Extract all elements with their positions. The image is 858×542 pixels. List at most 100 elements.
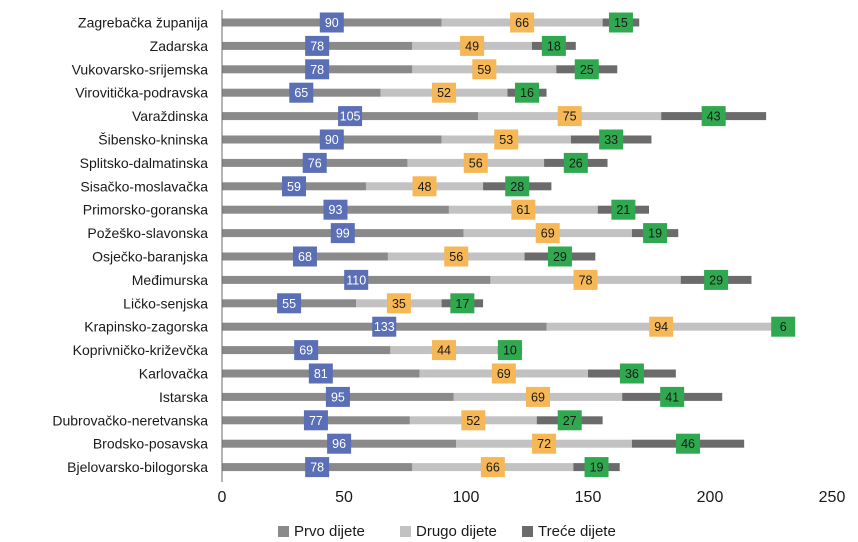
category-label: Sisačko-moslavačka [80,178,208,194]
data-label: 46 [681,437,695,451]
category-label: Dubrovačko-neretvanska [52,412,208,428]
x-tick-label: 0 [218,489,227,506]
data-label-box [305,35,330,56]
category-label: Međimurska [132,272,208,288]
data-label: 66 [515,16,529,30]
data-label: 17 [455,297,469,311]
bars: 90 66 15 78 49 18 78 59 25 65 52 16 105 75 43 90 53 33 76 5… [222,12,796,478]
category-label: Osječko-baranjska [92,249,208,265]
data-label-box [281,176,306,197]
data-label: 29 [709,273,723,287]
legend-swatch [522,526,533,537]
data-label: 35 [392,297,406,311]
data-label: 78 [310,63,324,77]
category-label: Šibensko-kninska [98,132,208,148]
data-label: 94 [654,320,668,334]
data-label-box [461,410,486,431]
data-label: 78 [579,273,593,287]
data-label: 78 [310,461,324,475]
data-label-box [599,129,624,150]
x-tick-label: 50 [335,489,353,506]
data-label-box [541,35,566,56]
data-label: 26 [569,156,583,170]
data-label: 59 [477,63,491,77]
legend-swatch [278,526,289,537]
category-label: Ličko-senjska [123,295,208,311]
data-label: 44 [437,344,451,358]
data-label: 77 [309,414,323,428]
data-label: 55 [282,297,296,311]
data-label: 48 [418,180,432,194]
category-label: Krapinsko-zagorska [84,319,208,335]
legend: Prvo dijete Drugo dijete Treće dijete [278,523,616,540]
data-label: 19 [590,461,604,475]
data-label-box [515,82,539,103]
data-label: 76 [308,156,322,170]
x-tick-label: 100 [453,489,480,506]
data-label: 59 [287,180,301,194]
data-label: 90 [325,16,339,30]
data-label: 65 [294,86,308,100]
data-label-box [303,410,328,431]
data-label-box [302,152,327,173]
data-label-box [535,223,560,244]
data-label: 61 [516,203,530,217]
data-label: 10 [503,344,517,358]
data-label: 110 [346,273,366,287]
data-label: 68 [298,250,312,264]
data-label-box [372,316,397,337]
data-label-box [330,223,355,244]
category-label: Vukovarsko-srijemska [72,61,209,77]
data-label-box [386,293,411,314]
data-label-box [704,269,729,290]
data-label-box [325,386,350,407]
data-label-box [305,59,330,80]
data-label-box [573,269,598,290]
category-label: Istarska [159,389,208,405]
data-label: 95 [331,390,345,404]
data-label-box [472,59,497,80]
data-label: 69 [531,390,545,404]
data-label-box [511,199,536,220]
data-label-box [277,293,302,314]
x-tick-label: 150 [575,489,602,506]
data-label-box [525,386,550,407]
data-label-box [557,410,582,431]
data-label: 29 [553,250,567,264]
data-label: 52 [466,414,480,428]
data-label: 41 [665,390,679,404]
data-label: 75 [563,110,577,124]
data-label: 53 [499,133,513,147]
data-label: 49 [465,39,479,53]
data-label-box [480,457,505,478]
data-label-box [608,12,633,33]
data-label-box [289,82,314,103]
category-label: Bjelovarsko-bilogorska [67,459,208,475]
category-label: Požeško-slavonska [87,225,208,241]
data-label: 36 [625,367,639,381]
data-label: 69 [299,344,313,358]
category-label: Karlovačka [139,366,208,382]
data-label: 43 [707,110,721,124]
data-label: 69 [497,367,511,381]
data-label-box [308,363,333,384]
category-labels: Zagrebačka županija Zadarska Vukovarsko-sr… [52,15,208,476]
data-label-box [412,176,437,197]
x-tick-label: 250 [819,489,846,506]
data-label: 19 [648,227,662,241]
data-label: 93 [329,203,343,217]
data-label-box [338,106,363,127]
data-label: 16 [520,86,534,100]
data-label-box [532,433,557,454]
category-label: Virovitička-podravska [75,85,208,101]
x-tick-label: 200 [697,489,724,506]
data-label-box [505,176,530,197]
category-label: Koprivničko-križevčka [73,342,209,358]
data-label: 72 [537,437,551,451]
data-label: 66 [486,461,500,475]
category-label: Zagrebačka županija [78,15,208,31]
data-label-box [294,340,319,361]
data-label: 21 [616,203,630,217]
data-label: 27 [563,414,577,428]
legend-swatch [400,526,411,537]
